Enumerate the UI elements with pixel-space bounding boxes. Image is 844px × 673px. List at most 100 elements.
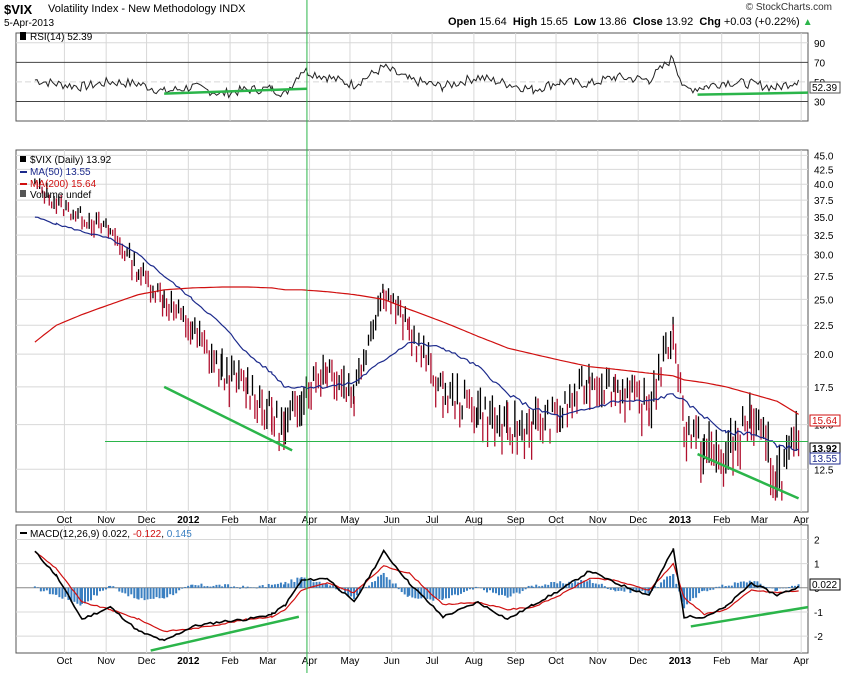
macd-histogram-bar (568, 581, 571, 588)
macd-histogram-bar (230, 586, 233, 588)
macd-histogram-bar (456, 587, 459, 596)
macd-histogram-bar (544, 584, 547, 588)
macd-histogram-bar (406, 587, 409, 597)
macd-histogram-bar (681, 587, 684, 602)
x-tick-label: May (341, 515, 360, 526)
macd-y-tick: -1 (814, 608, 823, 619)
macd-histogram-bar (282, 584, 285, 588)
macd-histogram-bar (245, 587, 248, 589)
macd-histogram-bar (623, 587, 626, 592)
price-y-tick: 17.5 (814, 383, 834, 394)
value-tags: 52.39 15.64 13.92 13.55 0.022 (809, 81, 841, 591)
volume-legend-swatch (20, 190, 26, 197)
macd-histogram-bar (450, 587, 453, 596)
macd-histogram-bar (284, 581, 287, 588)
x-tick-label: Oct (548, 515, 564, 526)
macd-histogram-bar (562, 583, 565, 588)
macd-histogram-bar (149, 587, 152, 599)
x-tick-label: 2013 (669, 656, 692, 667)
macd-histogram-bar (663, 579, 666, 588)
macd-histogram-bar (635, 587, 638, 593)
macd-histogram-bar (541, 585, 544, 588)
macd-histogram-bar (742, 581, 745, 588)
macd-histogram-bar (377, 576, 380, 588)
macd-histogram-bar (462, 587, 465, 593)
macd-histogram-bar (124, 587, 127, 594)
description-text: Volatility Index - New Methodology (48, 3, 217, 15)
macd-histogram-bar (480, 587, 482, 589)
macd-histogram-bar (276, 583, 279, 588)
macd-histogram-bar (155, 587, 158, 598)
chg-label: Chg (699, 16, 721, 28)
low-value: 13.86 (599, 16, 627, 28)
macd-histogram-bar (441, 587, 444, 599)
macd-histogram-bar (87, 587, 89, 602)
high-value: 15.65 (540, 16, 568, 28)
macd-histogram-bar (629, 587, 632, 594)
macd-histogram-bar (39, 587, 42, 592)
price-trendline (163, 385, 293, 452)
macd-histogram-bar (81, 587, 83, 604)
macd-histogram-bar (84, 587, 86, 604)
chg-value: +0.03 (+0.22%) (723, 16, 800, 28)
x-tick-label: Oct (57, 656, 73, 667)
quote-summary: Open 15.64 High 15.65 Low 13.86 Close 13… (448, 16, 813, 28)
macd-histogram-bar (750, 582, 753, 588)
macd-histogram-bar (756, 581, 759, 588)
ma200-value-tag: 15.64 (812, 416, 837, 427)
macd-histogram-bar (408, 587, 411, 596)
macd-histogram-bar (477, 587, 479, 588)
macd-legend-text: MACD(12,26,9) 0.022, -0.122, 0.145 (30, 529, 192, 540)
macd-histogram-bar (315, 581, 318, 588)
price-legend-swatch (20, 156, 26, 162)
macd-histogram-bar (382, 572, 385, 588)
macd-histogram-bar (721, 584, 724, 588)
macd-histogram-bar (380, 574, 383, 588)
macd-histogram-bar (143, 587, 146, 601)
macd-histogram-bar (93, 587, 95, 596)
macd-histogram-bar (112, 586, 115, 588)
macd-histogram-bar (423, 587, 426, 598)
macd-histogram-bar (221, 586, 224, 588)
x-tick-label: Jun (384, 656, 400, 667)
quote-date: 5-Apr-2013 (4, 18, 55, 29)
macd-histogram-bar (172, 587, 175, 596)
macd-histogram-bar (33, 586, 36, 588)
macd-histogram-bar (191, 584, 194, 588)
gridlines (16, 33, 808, 653)
macd-histogram-bar (58, 587, 61, 598)
macd-histogram-bar (686, 587, 689, 605)
rsi-trendline (164, 87, 307, 95)
price-legend: $VIX (Daily) 13.92 MA(50) 13.55 MA(200) … (20, 155, 112, 201)
rsi-legend-text: RSI(14) 52.39 (30, 32, 93, 43)
macd-histogram-bar (774, 587, 777, 592)
x-tick-label: Oct (548, 656, 564, 667)
close-value-tag: 13.92 (812, 444, 837, 455)
macd-histogram-bar (194, 585, 197, 588)
macd-histogram-bar (385, 577, 388, 588)
rsi-value-tag: 52.39 (812, 83, 837, 94)
macd-histogram-bar (115, 587, 118, 589)
macd-histogram-bar (632, 587, 635, 591)
macd-histogram-bar (550, 582, 553, 588)
x-tick-label: Nov (97, 656, 115, 667)
macd-histogram-bar (158, 587, 161, 599)
macd-histogram-bar (559, 581, 562, 588)
x-tick-label: Apr (302, 515, 318, 526)
ticker-symbol: $VIX (4, 2, 33, 17)
macd-histogram-bar (791, 585, 794, 588)
x-tick-label: 2012 (177, 515, 200, 526)
macd-plot (33, 548, 800, 642)
ma50-value-tag: 13.55 (812, 454, 837, 465)
price-y-tick: 25.0 (814, 295, 834, 306)
macd-histogram-bar (293, 581, 296, 588)
macd-histogram-bar (492, 587, 494, 593)
exchange-text: INDX (219, 3, 246, 15)
macd-histogram-bar (483, 587, 485, 591)
macd-histogram-bar (152, 587, 155, 599)
macd-histogram-bar (391, 583, 394, 588)
x-tick-label: Feb (221, 656, 239, 667)
macd-histogram-bar (161, 587, 164, 599)
macd-trendline (150, 615, 300, 652)
